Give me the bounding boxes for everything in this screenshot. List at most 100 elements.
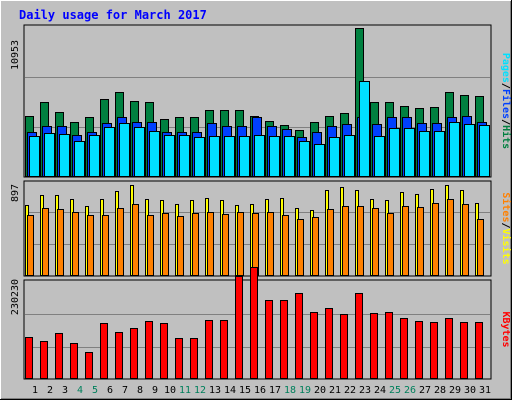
sites-bar-day-27 — [417, 207, 424, 276]
kbytes-bar-day-7 — [115, 332, 123, 379]
kbytes-bar-day-16 — [250, 267, 258, 379]
visits-sites-bars — [25, 185, 490, 276]
sites-bar-day-7 — [117, 208, 124, 276]
kbytes-bar-day-8 — [130, 328, 138, 379]
sites-bar-day-17 — [267, 212, 274, 276]
sites-bar-day-9 — [147, 215, 154, 276]
kbytes-bar-day-10 — [160, 323, 168, 379]
panel-max-label: 897 — [10, 184, 21, 202]
hits-files-pages-panel: 10953 Pages/Files/Hits — [10, 24, 512, 178]
kbytes-bars — [25, 267, 490, 379]
kbytes-bar-day-20 — [310, 312, 318, 379]
kbytes-bar-day-13 — [205, 320, 213, 379]
day-label-3: 3 — [62, 385, 68, 396]
visits-sites-panel: 897 Sites/Visits — [10, 180, 512, 277]
day-label-30: 30 — [464, 385, 476, 396]
sites-bar-day-13 — [207, 212, 214, 276]
legend-kbytes: KBytes — [500, 311, 511, 347]
legend-sites: Sites — [500, 192, 512, 222]
day-label-7: 7 — [122, 385, 128, 396]
sites-bar-day-5 — [87, 215, 94, 276]
kbytes-bar-day-6 — [100, 323, 108, 379]
pages-bar-day-15 — [239, 136, 250, 177]
legend-hits: Hits — [500, 125, 512, 149]
kbytes-legend: KBytes — [500, 311, 511, 347]
kbytes-bar-day-19 — [295, 293, 303, 379]
kbytes-panel: 230230 KBytes — [10, 267, 511, 380]
day-label-18: 18 — [284, 385, 296, 396]
kbytes-bar-day-14 — [220, 320, 228, 379]
day-labels: 1 2 3 4 5 6 7 8 9 10 11 12 13 14 15 16 17 18 19 20 21 22 23 24 2… — [32, 385, 491, 396]
sites-bar-day-25 — [387, 213, 394, 276]
kbytes-bar-day-25 — [385, 312, 393, 379]
sites-bar-day-11 — [177, 216, 184, 276]
pages-bar-day-23 — [359, 81, 370, 177]
pages-bar-day-10 — [164, 135, 175, 177]
hits-files-pages-legend: Pages/Files/Hits — [500, 53, 512, 149]
kbytes-bar-day-2 — [40, 341, 48, 379]
kbytes-bar-day-12 — [190, 338, 198, 379]
kbytes-bar-day-24 — [370, 313, 378, 379]
day-label-21: 21 — [329, 385, 341, 396]
kbytes-bar-day-9 — [145, 321, 153, 379]
sites-bar-day-4 — [72, 212, 79, 276]
day-label-4: 4 — [77, 385, 83, 396]
pages-bar-day-14 — [224, 136, 235, 177]
day-label-14: 14 — [224, 385, 236, 396]
pages-bar-day-31 — [479, 125, 490, 177]
pages-bar-day-9 — [149, 131, 160, 177]
pages-bar-day-21 — [329, 137, 340, 177]
day-label-15: 15 — [239, 385, 251, 396]
kbytes-bar-day-5 — [85, 352, 93, 379]
pages-bar-day-6 — [104, 127, 115, 177]
sites-bar-day-10 — [162, 213, 169, 276]
sites-bar-day-19 — [297, 219, 304, 276]
kbytes-bar-day-1 — [25, 337, 33, 379]
day-label-28: 28 — [434, 385, 446, 396]
day-label-11: 11 — [179, 385, 191, 396]
sites-bar-day-29 — [447, 199, 454, 276]
pages-bar-day-16 — [254, 135, 265, 177]
day-label-12: 12 — [194, 385, 206, 396]
sites-bar-day-12 — [192, 213, 199, 276]
pages-bar-day-7 — [119, 123, 130, 177]
day-label-20: 20 — [314, 385, 326, 396]
kbytes-bar-day-26 — [400, 318, 408, 379]
pages-bar-day-12 — [194, 137, 205, 177]
hits-files-pages-bars — [25, 28, 490, 177]
chart-title: Daily usage for March 2017 — [19, 8, 207, 22]
pages-bar-day-11 — [179, 135, 190, 177]
pages-bar-day-13 — [209, 136, 220, 177]
pages-bar-day-29 — [449, 122, 460, 177]
sites-bar-day-30 — [462, 204, 469, 276]
kbytes-bar-day-11 — [175, 338, 183, 379]
pages-bar-day-2 — [44, 133, 55, 177]
day-label-10: 10 — [164, 385, 176, 396]
pages-bar-day-20 — [314, 144, 325, 177]
kbytes-bar-day-4 — [70, 343, 78, 379]
sites-bar-day-28 — [432, 203, 439, 276]
legend-separator: / — [500, 83, 511, 89]
day-label-27: 27 — [419, 385, 431, 396]
kbytes-bar-day-31 — [475, 322, 483, 379]
pages-bar-day-17 — [269, 136, 280, 177]
sites-bar-day-6 — [102, 215, 109, 276]
pages-bar-day-18 — [284, 136, 295, 177]
sites-bar-day-31 — [477, 219, 484, 276]
day-label-13: 13 — [209, 385, 221, 396]
kbytes-bar-day-29 — [445, 318, 453, 379]
day-label-31: 31 — [479, 385, 491, 396]
day-label-23: 23 — [359, 385, 371, 396]
day-label-5: 5 — [92, 385, 98, 396]
day-label-1: 1 — [32, 385, 38, 396]
pages-bar-day-30 — [464, 124, 475, 177]
pages-bar-day-26 — [404, 128, 415, 177]
sites-bar-day-24 — [372, 208, 379, 276]
day-label-6: 6 — [107, 385, 113, 396]
day-label-25: 25 — [389, 385, 401, 396]
pages-bar-day-8 — [134, 127, 145, 177]
pages-bar-day-19 — [299, 141, 310, 177]
day-label-26: 26 — [404, 385, 416, 396]
panel-max-label: 10953 — [10, 40, 21, 70]
